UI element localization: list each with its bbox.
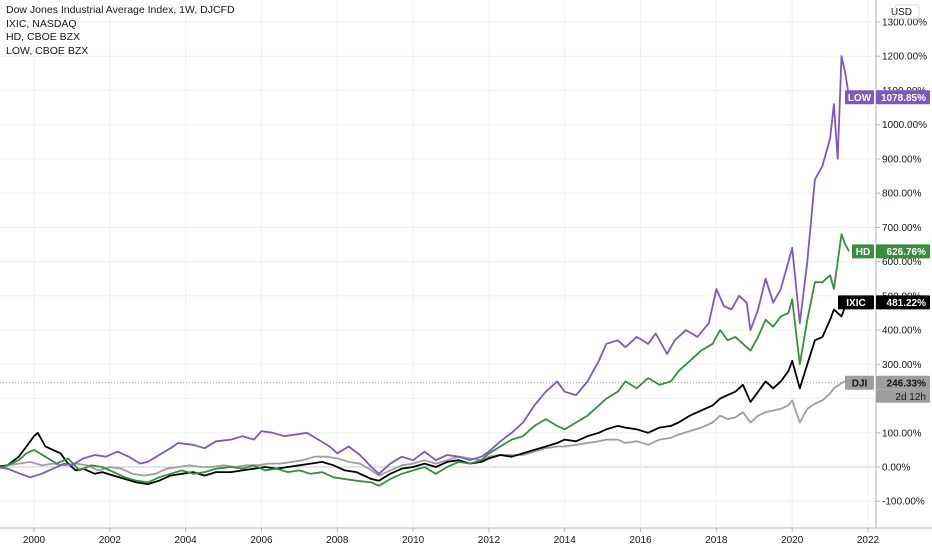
x-tick-label: 2008 — [326, 535, 349, 546]
series-name-tag-bg — [845, 90, 874, 105]
series-name-tag: HD — [856, 247, 870, 258]
x-tick-label: 2022 — [857, 535, 880, 546]
time-axis[interactable]: 2000 2002 2004 2006 2008 2010 2012 2014 2016 2018… — [23, 528, 880, 546]
series-name-tag: IXIC — [846, 298, 865, 309]
y-tick-label: 600.00% — [882, 257, 922, 268]
currency-label: USD — [891, 7, 912, 18]
series-name-tag: LOW — [848, 93, 872, 104]
x-tick-label: 2000 — [23, 535, 46, 546]
y-tick-label: 100.00% — [882, 428, 922, 439]
y-tick-label: 400.00% — [882, 326, 922, 337]
y-tick-label: -100.00% — [882, 497, 925, 508]
y-tick-label: 1200.00% — [882, 52, 927, 63]
y-tick-label: 1000.00% — [882, 120, 927, 131]
legend-main-symbol[interactable]: Dow Jones Industrial Average Index, 1W, … — [6, 4, 235, 16]
series-value-tag: 481.22% — [887, 298, 927, 309]
series-name-tag: DJI — [852, 378, 868, 389]
y-tick-label: 0.00% — [882, 463, 910, 474]
legend-item-hd[interactable]: HD, CBOE BZX — [6, 31, 81, 43]
y-tick-label: 800.00% — [882, 189, 922, 200]
series-line-ixic[interactable] — [0, 301, 850, 485]
x-tick-label: 2016 — [629, 535, 652, 546]
gridlines — [0, 0, 876, 528]
series-line-hd[interactable] — [0, 233, 850, 487]
chart-legend: Dow Jones Industrial Average Index, 1W, … — [6, 4, 235, 58]
x-tick-label: 2010 — [402, 535, 425, 546]
series-name-tag-bg — [838, 295, 874, 310]
x-tick-label: 2006 — [250, 535, 273, 546]
legend-item-low[interactable]: LOW, CBOE BZX — [6, 44, 89, 57]
series-lines — [0, 55, 850, 487]
currency-label-box — [894, 4, 920, 20]
y-tick-label: 300.00% — [882, 360, 922, 371]
series-value-tag-bg — [876, 90, 930, 105]
series-value-tag: 1078.85% — [881, 93, 926, 104]
y-tick-label: 700.00% — [882, 223, 922, 234]
x-tick-label: 2012 — [478, 535, 501, 546]
x-tick-label: 2004 — [175, 535, 198, 546]
series-value-tag: 626.76% — [887, 247, 927, 258]
x-tick-label: 2014 — [554, 535, 577, 546]
series-name-tag-bg — [845, 375, 874, 390]
countdown-tag-bg — [876, 389, 930, 403]
countdown-tag: 2d 12h — [895, 392, 926, 403]
series-value-tag-bg — [876, 375, 930, 390]
y-tick-label: 900.00% — [882, 154, 922, 165]
series-value-tag-bg — [876, 244, 930, 259]
series-line-dji[interactable] — [0, 380, 850, 477]
series-value-tag-bg — [876, 295, 930, 310]
legend-item-ixic[interactable]: IXIC, NASDAQ — [6, 17, 77, 30]
x-tick-label: 2020 — [781, 535, 804, 546]
x-tick-label: 2018 — [705, 535, 728, 546]
series-value-tag: 246.33% — [887, 378, 927, 389]
y-tick-label: 1300.00% — [882, 18, 927, 29]
series-line-low[interactable] — [0, 55, 850, 479]
series-value-tags: LOW 1078.85% HD 626.76% IXIC 481.22% DJI 246.33… — [838, 90, 930, 403]
x-tick-label: 2002 — [99, 535, 122, 546]
series-name-tag-bg — [852, 244, 874, 259]
